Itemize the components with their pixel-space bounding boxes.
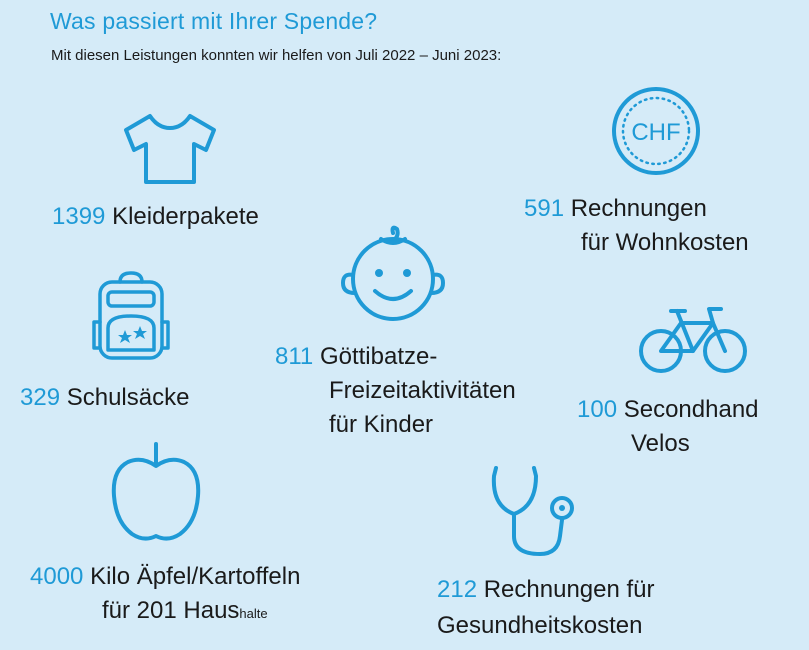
stat-school-bags: 329 Schulsäcke: [20, 379, 189, 416]
page-title: Was passiert mit Ihrer Spende?: [50, 8, 378, 34]
stat-apples-potatoes: 4000 Kilo Äpfel/Kartoffeln: [30, 558, 300, 595]
stat-label: Kleiderpakete: [112, 203, 259, 230]
stat-health-bills: 212 Rechnungen für: [437, 571, 655, 608]
stat-number: 1399: [52, 203, 106, 230]
apple-icon: [108, 440, 204, 544]
stat-label-line2: für Wohnkosten: [581, 229, 749, 256]
stethoscope-icon: [490, 462, 586, 558]
stat-number: 811: [275, 343, 314, 370]
child-face-icon: [335, 225, 451, 325]
stat-label-line1: Rechnungen für: [483, 576, 655, 603]
stat-label-line1: Secondhand: [623, 396, 759, 423]
stat-number: 212: [437, 576, 478, 603]
stat-label-line1: Göttibatze-: [319, 343, 438, 370]
stat-clothing-packages: 1399 Kleiderpakete: [52, 198, 259, 235]
stat-label-line3: für Kinder: [329, 411, 434, 438]
school-bag-icon: [90, 270, 172, 362]
stat-label-line2-small: halte: [239, 606, 268, 621]
stat-label-line2: Velos: [631, 430, 690, 457]
stat-label-line1: Kilo Äpfel/Kartoffeln: [90, 563, 301, 590]
stat-housing-bills: 591 Rechnungen: [524, 190, 707, 227]
stat-leisure-activities: 811 Göttibatze-: [275, 338, 437, 375]
stat-secondhand-bikes: 100 Secondhand: [577, 391, 759, 428]
tshirt-icon: [120, 110, 220, 188]
bicycle-icon: [637, 305, 749, 377]
coin-label: CHF: [631, 119, 680, 146]
stat-number: 329: [20, 384, 61, 411]
page-subtitle: Mit diesen Leistungen konnten wir helfen…: [51, 47, 502, 64]
stat-label-line2: für 201 Haushalte: [102, 592, 268, 632]
stat-label: Schulsäcke: [66, 384, 190, 411]
stat-label-line2: Gesundheitskosten: [437, 612, 643, 639]
chf-coin-icon: CHF: [610, 85, 702, 177]
stat-label-line1: Rechnungen: [570, 195, 707, 222]
stat-number: 100: [577, 396, 618, 423]
stat-number: 591: [524, 195, 565, 222]
stat-number: 4000: [30, 563, 84, 590]
stat-label-line2-main: für 201 Haus: [102, 597, 240, 624]
stat-label-line2: Freizeitaktivitäten: [329, 377, 516, 404]
